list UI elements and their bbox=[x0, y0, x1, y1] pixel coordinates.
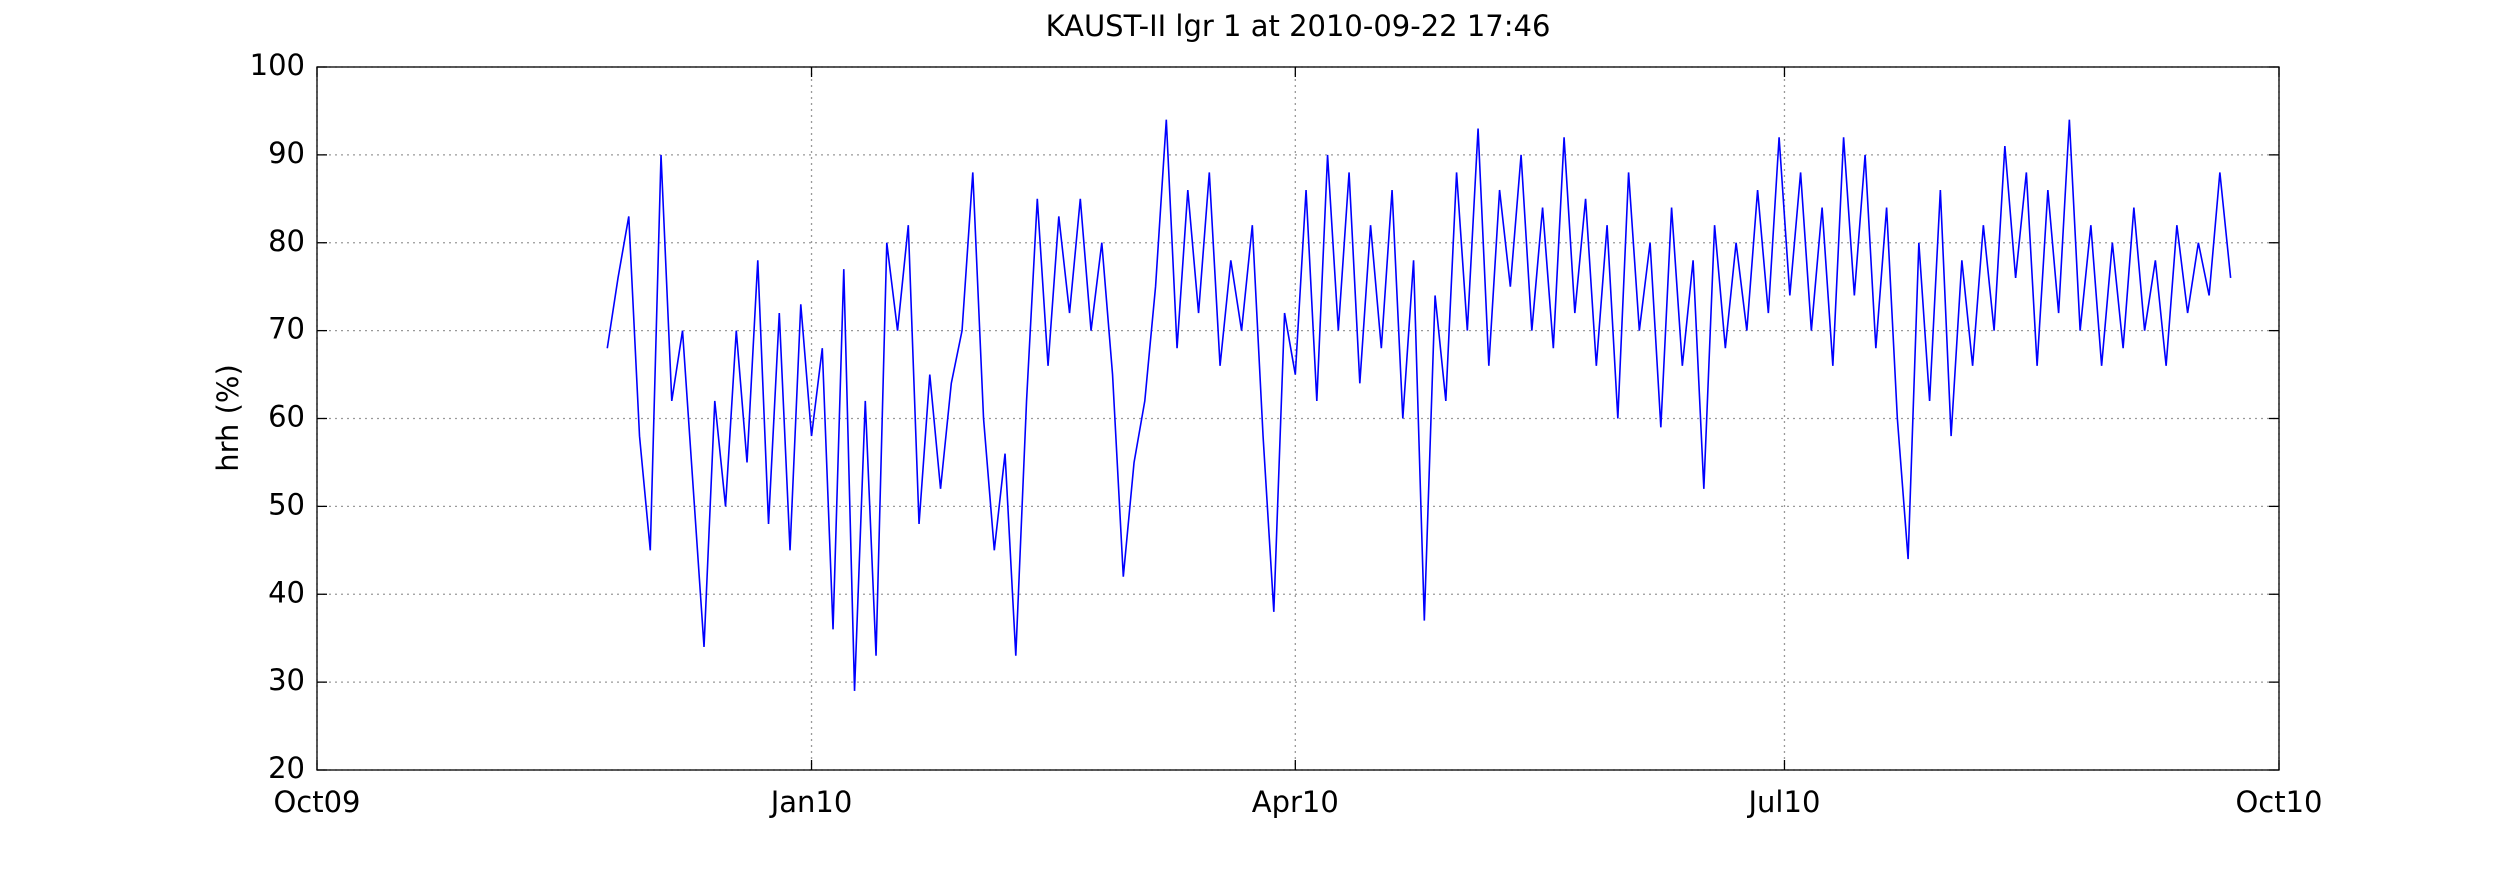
y-tick-label: 50 bbox=[268, 487, 305, 521]
y-axis-label: hrh (%) bbox=[211, 364, 245, 472]
plot-frame bbox=[316, 66, 2280, 771]
y-tick-label: 70 bbox=[268, 312, 305, 346]
x-tick-label: Apr10 bbox=[1252, 785, 1339, 819]
x-tick-label: Oct10 bbox=[2235, 785, 2322, 819]
y-tick-label: 90 bbox=[268, 136, 305, 170]
data-line bbox=[606, 119, 2232, 691]
y-tick-label: 30 bbox=[268, 663, 305, 697]
x-tick-label: Jul10 bbox=[1747, 785, 1821, 819]
x-tick-label: Jan10 bbox=[769, 785, 853, 819]
chart-title: KAUST-II lgr 1 at 2010-09-22 17:46 bbox=[1046, 9, 1551, 43]
y-tick-label: 20 bbox=[268, 751, 305, 785]
x-tick-label: Oct09 bbox=[273, 785, 360, 819]
y-tick-label: 100 bbox=[250, 48, 305, 82]
y-tick-label: 40 bbox=[268, 575, 305, 609]
y-tick-label: 80 bbox=[268, 224, 305, 258]
y-tick-label: 60 bbox=[268, 400, 305, 434]
